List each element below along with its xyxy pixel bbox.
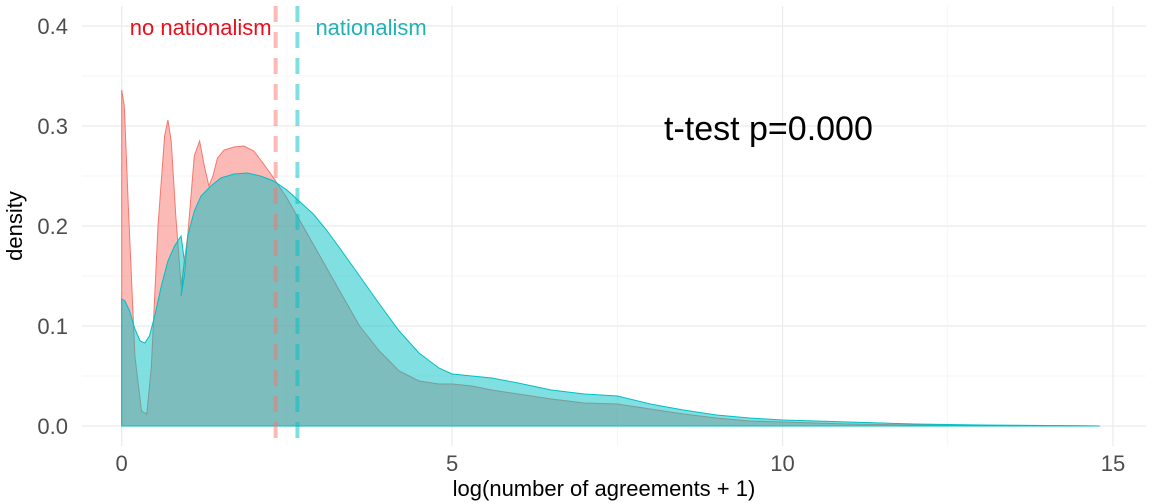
y-tick-label: 0.0 <box>37 414 68 439</box>
density-areas <box>121 89 1100 427</box>
x-tick-label: 0 <box>116 451 128 476</box>
x-axis-title: log(number of agreements + 1) <box>453 476 756 501</box>
y-tick-label: 0.1 <box>37 314 68 339</box>
x-tick-label: 5 <box>446 451 458 476</box>
x-tick-label: 15 <box>1101 451 1125 476</box>
y-tick-label: 0.2 <box>37 214 68 239</box>
annotation-ttest: t-test p=0.000 <box>664 110 873 148</box>
annotation-no-nationalism: no nationalism <box>130 15 272 40</box>
y-tick-label: 0.4 <box>37 14 68 39</box>
density-area-nationalism <box>121 172 1100 427</box>
mean-lines <box>273 6 300 446</box>
y-axis-title: density <box>2 191 27 261</box>
x-tick-label: 10 <box>770 451 794 476</box>
tick-labels: 0.0 0.1 0.2 0.3 0.4 0 5 10 15 <box>37 14 1125 476</box>
y-tick-label: 0.3 <box>37 114 68 139</box>
annotation-nationalism: nationalism <box>315 15 426 40</box>
